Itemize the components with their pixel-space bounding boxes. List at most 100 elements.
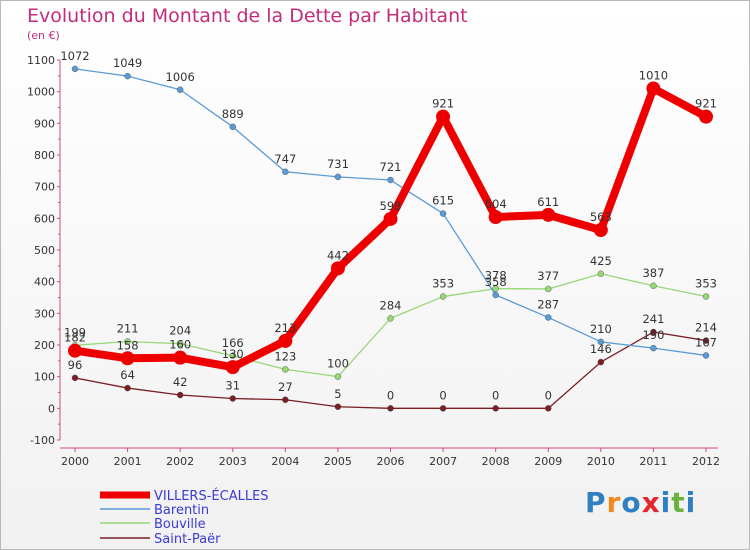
y-tick-label: 800 — [34, 149, 55, 162]
data-point — [650, 328, 657, 336]
data-point — [120, 351, 135, 366]
legend-label: Bouville — [154, 517, 206, 532]
data-label: 615 — [432, 194, 454, 208]
data-label: 146 — [590, 342, 612, 356]
data-label: 214 — [695, 321, 717, 335]
logo-letter: o — [621, 486, 642, 519]
data-point — [334, 373, 342, 380]
data-point — [176, 340, 184, 347]
legend-label: Saint-Paër — [154, 532, 221, 547]
x-tick-label: 2011 — [639, 455, 667, 468]
data-label: 42 — [173, 375, 188, 389]
x-tick-label: 2000 — [61, 455, 89, 468]
data-point — [71, 65, 79, 73]
data-point — [597, 358, 605, 366]
data-label: 378 — [485, 269, 507, 283]
data-point — [650, 282, 657, 289]
data-point — [282, 366, 289, 373]
data-point — [124, 338, 131, 345]
data-label: 27 — [278, 380, 293, 394]
data-point — [330, 261, 345, 276]
data-label: 5 — [334, 387, 341, 401]
data-label: 721 — [380, 160, 402, 174]
data-label: 190 — [642, 328, 664, 342]
data-point — [229, 395, 236, 402]
data-label: 731 — [327, 157, 349, 171]
y-tick-label: 500 — [34, 244, 55, 257]
logo-letter: i — [660, 486, 672, 519]
y-tick-label: 1000 — [27, 86, 55, 99]
data-point — [278, 333, 293, 348]
chart-title: Evolution du Montant de la Dette par Hab… — [27, 5, 468, 27]
data-labels-layer: 182 158 160 130 213 442 598 921 604 611 563 1010 921… — [60, 49, 717, 402]
data-point — [702, 337, 710, 344]
data-label: 166 — [222, 336, 244, 350]
series-layer — [68, 65, 713, 412]
data-point — [387, 315, 394, 322]
x-tick-label: 2001 — [114, 455, 142, 468]
data-label: 204 — [169, 324, 191, 338]
data-point — [383, 211, 398, 226]
data-point — [334, 403, 342, 410]
data-label: 921 — [432, 97, 454, 111]
data-label: 598 — [380, 199, 402, 213]
data-point — [650, 344, 657, 352]
data-label: 158 — [117, 338, 139, 352]
data-label: 747 — [274, 152, 296, 166]
logo-letter: P — [585, 486, 607, 519]
data-point — [593, 223, 608, 238]
data-point — [597, 270, 605, 277]
y-tick-label: 0 — [48, 402, 55, 415]
x-tick-label: 2008 — [482, 455, 510, 468]
data-point — [176, 86, 184, 93]
data-label: 353 — [695, 277, 717, 291]
data-label: 425 — [590, 254, 612, 268]
axes: -100010020030040050060070080090010001100… — [27, 54, 720, 468]
data-label: 182 — [64, 331, 86, 345]
data-label: 377 — [537, 269, 559, 283]
data-label: 167 — [695, 335, 717, 349]
data-point — [439, 405, 447, 412]
data-label: 1006 — [166, 70, 195, 84]
data-label: 241 — [642, 312, 664, 326]
data-point — [545, 285, 552, 293]
x-tick-label: 2003 — [219, 455, 247, 468]
x-tick-label: 2009 — [534, 455, 562, 468]
data-label: 160 — [169, 338, 191, 352]
data-point — [597, 338, 605, 346]
data-point — [334, 173, 342, 181]
legend-label: VILLERS-ÉCALLES — [154, 488, 269, 504]
data-point — [282, 396, 289, 403]
data-point — [282, 168, 289, 175]
data-label: 211 — [117, 322, 139, 336]
logo-letter: x — [641, 486, 661, 519]
data-point — [702, 293, 710, 300]
data-point — [173, 350, 188, 365]
x-tick-label: 2004 — [271, 455, 299, 468]
data-label: 64 — [120, 368, 135, 382]
data-point — [436, 109, 451, 124]
legend: VILLERS-ÉCALLESBarentinBouvilleSaint-Paë… — [100, 488, 269, 547]
data-point — [488, 210, 503, 225]
data-label: 563 — [590, 210, 612, 224]
data-label: 604 — [485, 197, 507, 211]
data-label: 358 — [485, 275, 507, 289]
data-label: 387 — [642, 266, 664, 280]
data-label: 284 — [380, 298, 402, 312]
y-tick-label: 900 — [34, 117, 55, 130]
data-point — [646, 81, 661, 96]
data-label: 1072 — [60, 49, 89, 63]
data-label: 31 — [225, 379, 240, 393]
y-tick-label: 1100 — [27, 54, 55, 67]
data-label: 96 — [68, 358, 83, 372]
proxiti-logo: Proxiti — [585, 486, 696, 519]
x-tick-label: 2007 — [429, 455, 457, 468]
x-tick-label: 2012 — [692, 455, 720, 468]
data-label: 353 — [432, 277, 454, 291]
data-point — [68, 343, 82, 358]
data-point — [124, 384, 131, 392]
data-point — [492, 291, 499, 299]
data-point — [176, 391, 184, 399]
y-tick-label: 200 — [34, 339, 55, 352]
